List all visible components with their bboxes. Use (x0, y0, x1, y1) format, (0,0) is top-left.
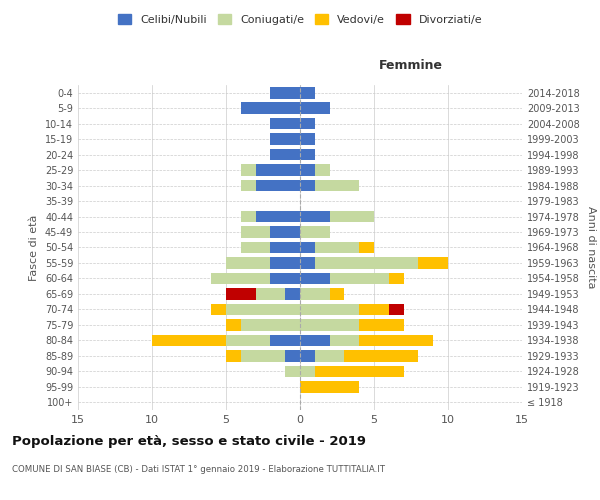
Bar (315, 350, 344, 362)
Bar (241, 102, 300, 114)
Bar (285, 366, 300, 377)
Bar (300, 118, 315, 130)
Bar (271, 226, 300, 238)
Bar (359, 334, 433, 346)
Bar (359, 319, 404, 330)
Bar (226, 304, 300, 315)
Bar (256, 180, 300, 192)
Bar (315, 242, 359, 254)
Bar (241, 210, 256, 222)
Bar (226, 334, 271, 346)
Bar (226, 288, 256, 300)
Text: Femmine: Femmine (379, 59, 443, 72)
Bar (271, 334, 300, 346)
Bar (241, 164, 256, 176)
Bar (300, 304, 359, 315)
Bar (389, 272, 404, 284)
Bar (256, 164, 300, 176)
Bar (271, 134, 300, 145)
Bar (315, 164, 329, 176)
Bar (285, 350, 300, 362)
Bar (285, 288, 300, 300)
Bar (300, 272, 329, 284)
Bar (300, 226, 329, 238)
Bar (226, 257, 271, 269)
Bar (300, 257, 315, 269)
Text: COMUNE DI SAN BIASE (CB) - Dati ISTAT 1° gennaio 2019 - Elaborazione TUTTITALIA.: COMUNE DI SAN BIASE (CB) - Dati ISTAT 1°… (12, 465, 385, 474)
Bar (300, 180, 315, 192)
Bar (300, 288, 329, 300)
Bar (300, 164, 315, 176)
Text: Popolazione per età, sesso e stato civile - 2019: Popolazione per età, sesso e stato civil… (12, 435, 366, 448)
Bar (300, 334, 329, 346)
Bar (271, 118, 300, 130)
Bar (271, 272, 300, 284)
Bar (241, 226, 271, 238)
Bar (256, 288, 285, 300)
Bar (226, 319, 241, 330)
Bar (241, 319, 300, 330)
Bar (300, 210, 329, 222)
Legend: Celibi/Nubili, Coniugati/e, Vedovi/e, Divorziati/e: Celibi/Nubili, Coniugati/e, Vedovi/e, Di… (115, 10, 485, 28)
Bar (271, 87, 300, 99)
Bar (300, 242, 315, 254)
Bar (315, 257, 418, 269)
Bar (226, 350, 241, 362)
Bar (329, 288, 344, 300)
Bar (211, 272, 271, 284)
Bar (344, 350, 418, 362)
Bar (152, 334, 226, 346)
Bar (359, 242, 374, 254)
Bar (271, 257, 300, 269)
Bar (271, 242, 300, 254)
Bar (329, 334, 359, 346)
Bar (300, 102, 329, 114)
Bar (241, 242, 271, 254)
Bar (300, 87, 315, 99)
Bar (241, 180, 256, 192)
Bar (389, 304, 404, 315)
Bar (329, 272, 389, 284)
Bar (300, 350, 315, 362)
Bar (300, 381, 359, 392)
Bar (241, 350, 285, 362)
Bar (315, 180, 359, 192)
Bar (300, 149, 315, 160)
Bar (300, 134, 315, 145)
Bar (418, 257, 448, 269)
Bar (359, 304, 389, 315)
Bar (300, 366, 315, 377)
Bar (315, 366, 404, 377)
Bar (329, 210, 374, 222)
Bar (211, 304, 226, 315)
Bar (300, 319, 359, 330)
Y-axis label: Fasce di età: Fasce di età (29, 214, 39, 280)
Bar (256, 210, 300, 222)
Bar (271, 149, 300, 160)
Y-axis label: Anni di nascita: Anni di nascita (586, 206, 596, 288)
